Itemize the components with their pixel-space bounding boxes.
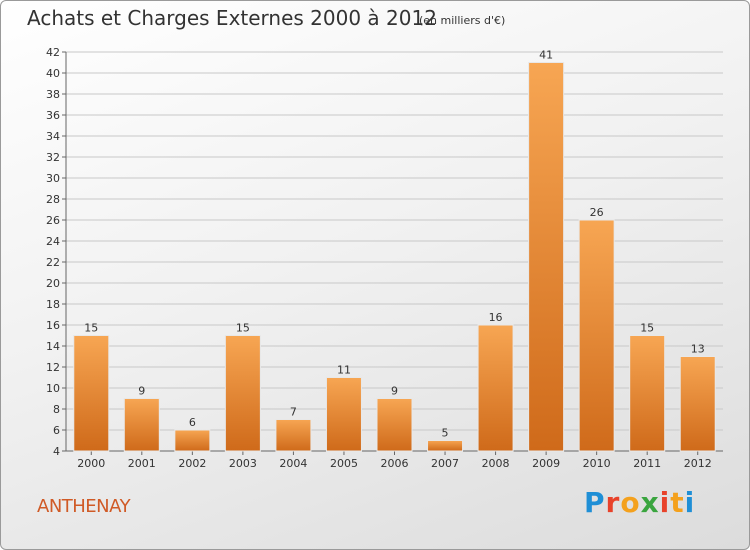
bar bbox=[427, 440, 464, 452]
x-tick-label: 2005 bbox=[330, 457, 358, 470]
y-tick-label: 16 bbox=[46, 319, 60, 332]
logo-letter: r bbox=[605, 486, 621, 519]
proxiti-logo: Proxiti bbox=[584, 486, 695, 519]
y-tick-label: 10 bbox=[46, 382, 60, 395]
data-label: 16 bbox=[489, 311, 503, 324]
y-tick-label: 30 bbox=[46, 172, 60, 185]
data-label: 9 bbox=[391, 385, 398, 398]
y-tick-label: 32 bbox=[46, 151, 60, 164]
bar bbox=[275, 419, 312, 452]
bar bbox=[376, 398, 413, 452]
y-tick-label: 6 bbox=[53, 424, 60, 437]
y-tick-label: 28 bbox=[46, 193, 60, 206]
data-label: 13 bbox=[691, 343, 705, 356]
y-tick-label: 40 bbox=[46, 67, 60, 80]
x-tick-label: 2001 bbox=[128, 457, 156, 470]
y-tick-label: 34 bbox=[46, 130, 60, 143]
x-tick-label: 2008 bbox=[482, 457, 510, 470]
logo-letter: P bbox=[584, 486, 606, 519]
y-tick-label: 42 bbox=[46, 46, 60, 59]
data-label: 11 bbox=[337, 364, 351, 377]
y-tick-label: 8 bbox=[53, 403, 60, 416]
x-tick-label: 2011 bbox=[633, 457, 661, 470]
x-tick-label: 2004 bbox=[279, 457, 307, 470]
logo-letter: o bbox=[620, 486, 641, 519]
y-tick-label: 24 bbox=[46, 235, 60, 248]
x-tick-label: 2012 bbox=[684, 457, 712, 470]
y-tick-label: 38 bbox=[46, 88, 60, 101]
bar bbox=[477, 324, 514, 452]
y-tick-label: 12 bbox=[46, 361, 60, 374]
bar bbox=[73, 335, 110, 452]
bar bbox=[679, 356, 716, 452]
y-tick-label: 20 bbox=[46, 277, 60, 290]
y-tick-label: 36 bbox=[46, 109, 60, 122]
bar bbox=[123, 398, 160, 452]
x-tick-label: 2007 bbox=[431, 457, 459, 470]
data-label: 9 bbox=[138, 385, 145, 398]
bar bbox=[578, 219, 615, 452]
data-label: 15 bbox=[640, 322, 654, 335]
data-label: 6 bbox=[189, 416, 196, 429]
y-tick-label: 26 bbox=[46, 214, 60, 227]
x-tick-label: 2006 bbox=[381, 457, 409, 470]
y-tick-label: 18 bbox=[46, 298, 60, 311]
chart-title: Achats et Charges Externes 2000 à 2012 bbox=[27, 6, 437, 30]
data-label: 7 bbox=[290, 406, 297, 419]
x-tick-label: 2003 bbox=[229, 457, 257, 470]
x-tick-label: 2002 bbox=[178, 457, 206, 470]
logo-letter: x bbox=[640, 486, 660, 519]
bar bbox=[325, 377, 362, 452]
data-label: 26 bbox=[590, 206, 604, 219]
x-tick-label: 2000 bbox=[77, 457, 105, 470]
town-name: ANTHENAY bbox=[37, 496, 131, 517]
data-label: 15 bbox=[84, 322, 98, 335]
data-label: 15 bbox=[236, 322, 250, 335]
data-label: 5 bbox=[442, 427, 449, 440]
logo-letter: i bbox=[684, 486, 696, 519]
bar bbox=[174, 429, 211, 452]
y-tick-label: 4 bbox=[53, 445, 60, 458]
chart-subtitle: (en milliers d'€) bbox=[419, 14, 506, 27]
y-tick-label: 14 bbox=[46, 340, 60, 353]
bar bbox=[629, 335, 666, 452]
x-tick-label: 2009 bbox=[532, 457, 560, 470]
logo-letter: i bbox=[659, 486, 671, 519]
y-tick-label: 22 bbox=[46, 256, 60, 269]
data-label: 41 bbox=[539, 49, 553, 62]
logo-letter: t bbox=[670, 486, 685, 519]
x-tick-label: 2010 bbox=[583, 457, 611, 470]
bar bbox=[224, 335, 261, 452]
bar bbox=[528, 62, 565, 452]
